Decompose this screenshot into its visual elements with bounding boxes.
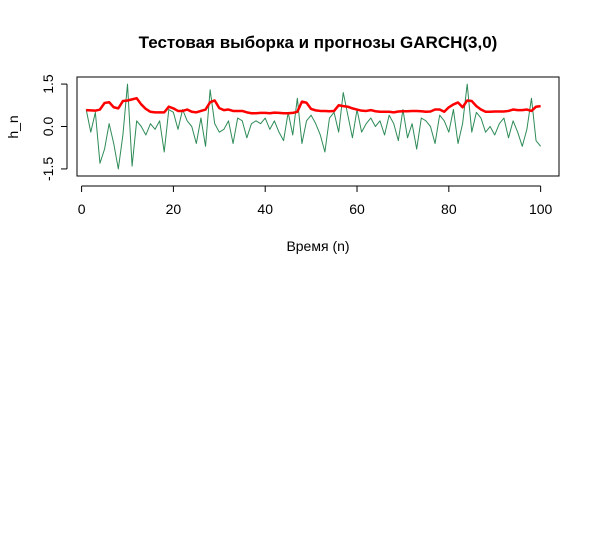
series-line-2 bbox=[86, 96, 541, 115]
x-tick-label: 60 bbox=[349, 201, 365, 217]
x-axis-label: Время (n) bbox=[286, 238, 349, 254]
y-axis-label: h_n bbox=[5, 115, 21, 138]
series-layer bbox=[85, 83, 542, 170]
x-tick-label: 40 bbox=[257, 201, 273, 217]
x-tick-label: 80 bbox=[441, 201, 457, 217]
x-tick-label: 0 bbox=[78, 201, 86, 217]
y-tick-label: 1.5 bbox=[40, 74, 56, 94]
y-axis: -1.5 0.0 1.5 bbox=[40, 74, 68, 181]
chart-title: Тестовая выборка и прогнозы GARCH(3,0) bbox=[139, 33, 498, 52]
y-tick-label: -1.5 bbox=[40, 157, 56, 181]
y-tick-label: 0.0 bbox=[40, 117, 56, 137]
x-axis: 0 20 40 60 80 100 bbox=[78, 185, 553, 217]
x-tick-label: 100 bbox=[529, 201, 553, 217]
x-tick-label: 20 bbox=[166, 201, 182, 217]
plot-area-frame bbox=[76, 76, 560, 177]
